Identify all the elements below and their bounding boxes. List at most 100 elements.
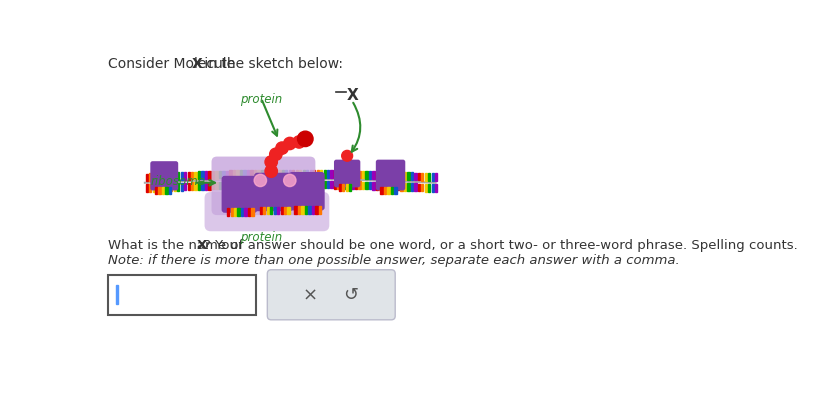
Bar	[316, 206, 317, 214]
Bar	[319, 206, 321, 214]
Text: X: X	[192, 57, 203, 71]
Bar	[272, 170, 273, 178]
Bar	[273, 207, 276, 214]
Bar	[418, 184, 420, 191]
FancyBboxPatch shape	[212, 156, 316, 215]
Bar	[344, 181, 347, 189]
Bar	[205, 182, 207, 190]
Bar	[344, 170, 347, 178]
Bar	[250, 181, 253, 188]
Bar	[338, 170, 339, 178]
Bar	[421, 184, 424, 191]
Bar	[237, 208, 240, 216]
Bar	[313, 170, 316, 178]
Bar	[339, 184, 341, 191]
Bar	[160, 184, 162, 191]
Bar	[289, 180, 291, 188]
Bar	[383, 182, 385, 190]
Bar	[411, 172, 413, 180]
Bar	[181, 172, 183, 180]
Bar	[323, 170, 326, 178]
Bar	[309, 170, 312, 178]
Bar	[404, 172, 406, 180]
Bar	[397, 172, 399, 180]
Bar	[170, 172, 173, 180]
Bar	[160, 173, 162, 181]
Bar	[198, 172, 200, 179]
Bar	[342, 184, 344, 191]
Bar	[400, 183, 402, 190]
Bar	[209, 182, 211, 190]
Bar	[219, 171, 221, 178]
Bar	[301, 206, 303, 214]
Bar	[349, 184, 352, 191]
Circle shape	[265, 165, 277, 177]
Bar	[389, 182, 392, 190]
Bar	[169, 186, 171, 194]
Bar	[362, 182, 364, 189]
Bar	[362, 171, 364, 178]
Bar	[414, 173, 416, 180]
Text: protein: protein	[240, 93, 282, 106]
Bar	[320, 181, 322, 188]
Bar	[251, 208, 254, 216]
Bar	[240, 181, 242, 189]
Bar	[393, 182, 396, 190]
Bar	[267, 170, 270, 178]
Bar	[414, 183, 416, 191]
Bar	[215, 182, 218, 189]
FancyBboxPatch shape	[109, 275, 256, 315]
Bar	[383, 171, 385, 179]
Bar	[170, 183, 173, 191]
Text: in the sketch below:: in the sketch below:	[200, 57, 343, 71]
Bar	[153, 173, 155, 181]
Bar	[263, 207, 265, 214]
Text: X: X	[347, 88, 359, 103]
Bar	[191, 172, 193, 180]
Bar	[386, 182, 389, 190]
Bar	[306, 180, 308, 188]
Bar	[404, 183, 406, 191]
Bar	[226, 181, 228, 189]
Bar	[435, 174, 438, 181]
Bar	[303, 180, 305, 188]
Bar	[384, 186, 386, 194]
Bar	[312, 206, 314, 214]
Bar	[205, 171, 207, 179]
Bar	[264, 181, 267, 188]
Bar	[278, 180, 281, 188]
Bar	[432, 173, 434, 181]
Bar	[309, 180, 312, 188]
Bar	[156, 173, 159, 181]
Bar	[155, 186, 157, 194]
Bar	[425, 184, 427, 192]
Text: protein: protein	[240, 231, 282, 244]
Bar	[195, 172, 197, 179]
Bar	[146, 174, 148, 181]
Bar	[270, 207, 272, 214]
Bar	[234, 208, 236, 216]
Bar	[163, 184, 165, 191]
Bar	[167, 173, 169, 180]
Bar	[254, 181, 256, 188]
Bar	[254, 170, 256, 178]
Bar	[212, 182, 214, 190]
Bar	[245, 208, 247, 216]
Bar	[261, 181, 263, 188]
Bar	[275, 180, 277, 188]
Bar	[389, 172, 392, 179]
Bar	[159, 186, 161, 194]
Bar	[281, 180, 284, 188]
Circle shape	[298, 131, 313, 146]
Bar	[187, 182, 190, 190]
Bar	[428, 184, 430, 192]
Circle shape	[254, 174, 267, 186]
Bar	[116, 285, 118, 304]
Bar	[195, 182, 197, 190]
Text: ×: ×	[303, 286, 317, 304]
Bar	[278, 170, 281, 177]
Bar	[397, 183, 399, 190]
Bar	[305, 206, 308, 214]
Bar	[348, 170, 350, 178]
Bar	[400, 172, 402, 180]
